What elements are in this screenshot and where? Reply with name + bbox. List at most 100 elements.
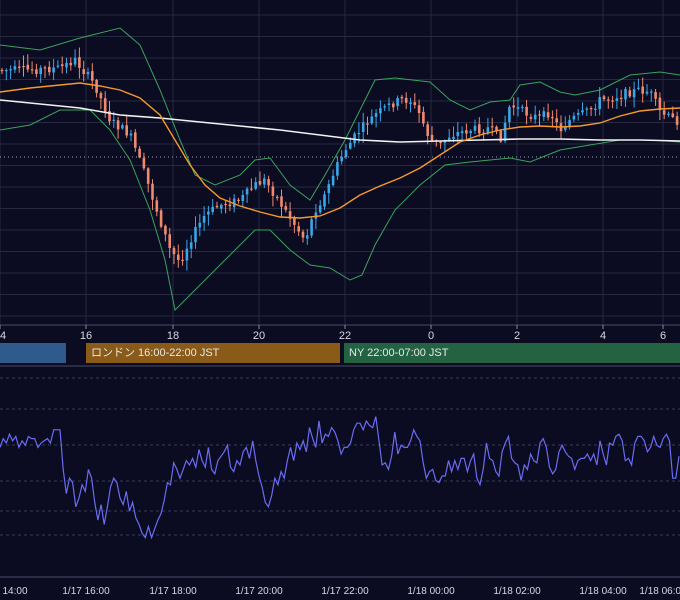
axis-tick-label: 6 [660,330,666,342]
candle-body [624,88,627,100]
candle-body [323,194,326,207]
candle-body [546,112,550,118]
candle-body [529,117,533,119]
candle-body [503,122,507,141]
candle-body [495,126,498,132]
candle-body [185,248,189,261]
candle-body [422,111,425,124]
candle-body [589,108,593,110]
oscillator-line [0,416,680,540]
moving-average-slow [0,99,680,143]
candle-body [267,179,270,186]
candle-body [52,67,55,73]
candle-body [508,106,511,123]
candle-body [103,98,107,113]
oscillator-time-label: 1/17 22:00 [321,586,369,597]
candle-body [353,133,356,144]
candle-body [288,211,292,219]
candle-body [568,119,571,128]
candle-body [9,69,12,71]
candle-body [5,70,8,72]
candle-body [667,113,670,115]
candle-body [675,116,679,125]
candle-body [99,93,103,99]
candle-body [202,215,206,223]
candle-body [91,71,94,81]
candle-body [181,259,184,262]
candle-body [43,67,47,69]
axis-band [0,325,680,343]
grid-lines [0,0,680,325]
candle-body [521,106,524,108]
candle-body [215,205,219,208]
time-axis: 14 16 18 20 22 0 2 4 6 [0,324,680,343]
candle-body [632,89,636,98]
oscillator-time-label: 1/18 06:00 [639,586,680,597]
candle-body [22,65,25,68]
candle-body [370,116,374,124]
candle-body [413,102,417,105]
candle-body [641,86,644,94]
candle-body [142,157,146,169]
candle-body [250,188,253,190]
candle-body [86,71,90,75]
candle-body [478,124,481,134]
candle-body [194,227,197,243]
candle-body [318,205,322,213]
candle-body [516,107,520,109]
candle-body [349,142,352,149]
candle-body [220,204,223,209]
candle-body [168,234,171,248]
candle-body [611,100,614,102]
candle-body [409,102,412,105]
candle-body [387,103,391,105]
candle-body [177,254,180,260]
candle-body [585,108,589,110]
oscillator-time-label: 1/18 04:00 [579,586,627,597]
candle-body [374,113,378,117]
candle-body [366,123,369,125]
oscillator-time-label: 1/17 18:00 [149,586,197,597]
candle-body [138,148,141,158]
candle-body [602,96,606,100]
candle-body [400,96,404,99]
axis-tick-label: 2 [514,330,520,342]
candle-body [637,87,640,89]
candle-body [645,91,649,94]
candle-body [271,186,275,196]
candle-body [469,131,472,134]
candle-body [658,97,662,111]
oscillator-panel: 14:00 1/17 16:00 1/17 18:00 1/17 20:00 1/17 … [0,365,680,597]
candle-body [82,69,85,75]
candlesticks [0,47,679,271]
candle-body [555,118,558,123]
candle-body [112,119,116,121]
axis-tick-label: 20 [253,330,265,342]
axis-tick-label: 22 [339,330,351,342]
candle-body [95,79,98,93]
candle-body [439,141,442,144]
candle-body [379,108,382,114]
candle-body [293,218,296,225]
candle-body [306,235,309,239]
candle-body [241,194,245,201]
candle-body [404,97,408,103]
candle-body [671,113,675,118]
axis-tick-label: 4 [600,330,606,342]
candle-body [662,110,666,115]
bollinger-lower [0,109,680,312]
candle-body [465,130,468,134]
candle-body [499,130,503,142]
candle-body [576,112,580,115]
candle-body [297,226,300,232]
candle-body [396,97,399,107]
candle-body [48,66,51,73]
candle-body [383,106,386,108]
candle-body [228,204,232,207]
moving-averages [0,82,680,219]
candle-body [211,206,214,213]
oscillator-time-label: 1/17 16:00 [62,586,110,597]
candle-body [280,196,283,207]
candle-body [146,168,150,184]
